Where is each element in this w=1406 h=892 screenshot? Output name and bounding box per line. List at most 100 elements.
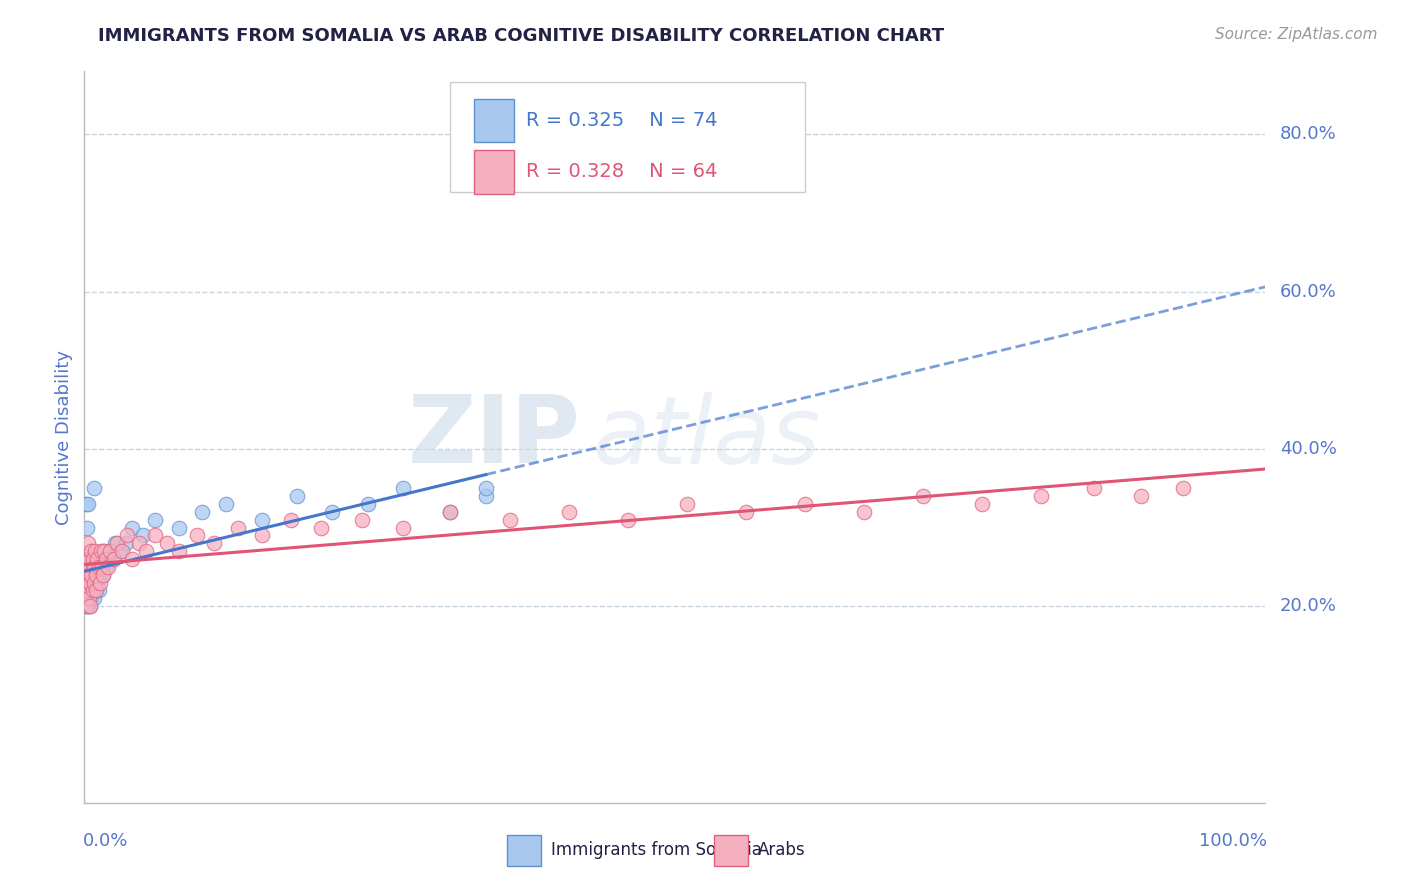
Point	[143, 513, 166, 527]
Point	[97, 559, 120, 574]
Point	[84, 567, 107, 582]
Point	[77, 583, 100, 598]
Point	[77, 583, 100, 598]
Point	[115, 528, 138, 542]
Point	[84, 552, 107, 566]
Point	[89, 575, 111, 590]
Point	[98, 544, 121, 558]
Point	[98, 544, 121, 558]
Point	[93, 544, 115, 558]
Point	[108, 544, 131, 558]
Text: R = 0.328    N = 64: R = 0.328 N = 64	[526, 162, 717, 181]
Point	[80, 575, 103, 590]
Point	[215, 497, 238, 511]
Point	[87, 583, 110, 598]
Point	[143, 528, 166, 542]
Point	[75, 591, 97, 606]
Point	[89, 567, 111, 582]
Point	[77, 583, 100, 598]
Point	[439, 505, 461, 519]
Point	[321, 505, 343, 519]
Text: 60.0%: 60.0%	[1279, 283, 1336, 301]
Point	[132, 528, 155, 542]
Point	[83, 481, 105, 495]
Point	[82, 575, 104, 590]
Point	[79, 575, 101, 590]
Point	[77, 559, 100, 574]
Point	[76, 575, 98, 590]
Point	[80, 544, 103, 558]
Point	[357, 497, 380, 511]
Point	[77, 567, 100, 582]
Text: IMMIGRANTS FROM SOMALIA VS ARAB COGNITIVE DISABILITY CORRELATION CHART: IMMIGRANTS FROM SOMALIA VS ARAB COGNITIV…	[98, 27, 945, 45]
Point	[84, 567, 107, 582]
Point	[76, 575, 98, 590]
Point	[392, 481, 415, 495]
Text: 80.0%: 80.0%	[1279, 125, 1336, 144]
Point	[250, 513, 273, 527]
Point	[82, 559, 104, 574]
Point	[91, 567, 114, 582]
Point	[77, 536, 100, 550]
FancyBboxPatch shape	[474, 151, 515, 194]
Point	[77, 497, 100, 511]
Point	[79, 567, 101, 582]
Point	[475, 489, 498, 503]
FancyBboxPatch shape	[508, 835, 541, 866]
Point	[911, 489, 934, 503]
Point	[392, 520, 415, 534]
Point	[84, 583, 107, 598]
Point	[93, 544, 115, 558]
Point	[80, 591, 103, 606]
Point	[86, 552, 108, 566]
Point	[852, 505, 875, 519]
Point	[90, 544, 112, 558]
Point	[83, 575, 105, 590]
Point	[76, 599, 98, 614]
Point	[557, 505, 579, 519]
Point	[90, 552, 112, 566]
Point	[79, 559, 101, 574]
Point	[77, 599, 100, 614]
Point	[79, 599, 101, 614]
Point	[80, 567, 103, 582]
Point	[75, 599, 97, 614]
Point	[121, 552, 143, 566]
FancyBboxPatch shape	[450, 82, 804, 192]
Point	[86, 575, 108, 590]
Point	[77, 567, 100, 582]
Point	[77, 591, 100, 606]
Point	[77, 575, 100, 590]
Point	[91, 567, 114, 582]
Point	[475, 481, 498, 495]
FancyBboxPatch shape	[714, 835, 748, 866]
Point	[80, 583, 103, 598]
Point	[76, 591, 98, 606]
Point	[75, 583, 97, 598]
Point	[97, 552, 120, 566]
Point	[121, 520, 143, 534]
Point	[616, 513, 638, 527]
Point	[94, 559, 117, 574]
Point	[86, 567, 108, 582]
Point	[107, 536, 129, 550]
Point	[76, 559, 98, 574]
Point	[79, 583, 101, 598]
Point	[82, 583, 104, 598]
Point	[84, 544, 107, 558]
Point	[167, 520, 190, 534]
Point	[87, 559, 110, 574]
Point	[970, 497, 993, 511]
Point	[84, 583, 107, 598]
Point	[80, 567, 103, 582]
Text: R = 0.325    N = 74: R = 0.325 N = 74	[526, 111, 717, 130]
Text: 40.0%: 40.0%	[1279, 440, 1337, 458]
Point	[94, 552, 117, 566]
Point	[83, 559, 105, 574]
Point	[156, 536, 179, 550]
Point	[76, 552, 98, 566]
Point	[135, 544, 157, 558]
FancyBboxPatch shape	[474, 99, 515, 143]
Point	[91, 559, 114, 574]
Point	[734, 505, 756, 519]
